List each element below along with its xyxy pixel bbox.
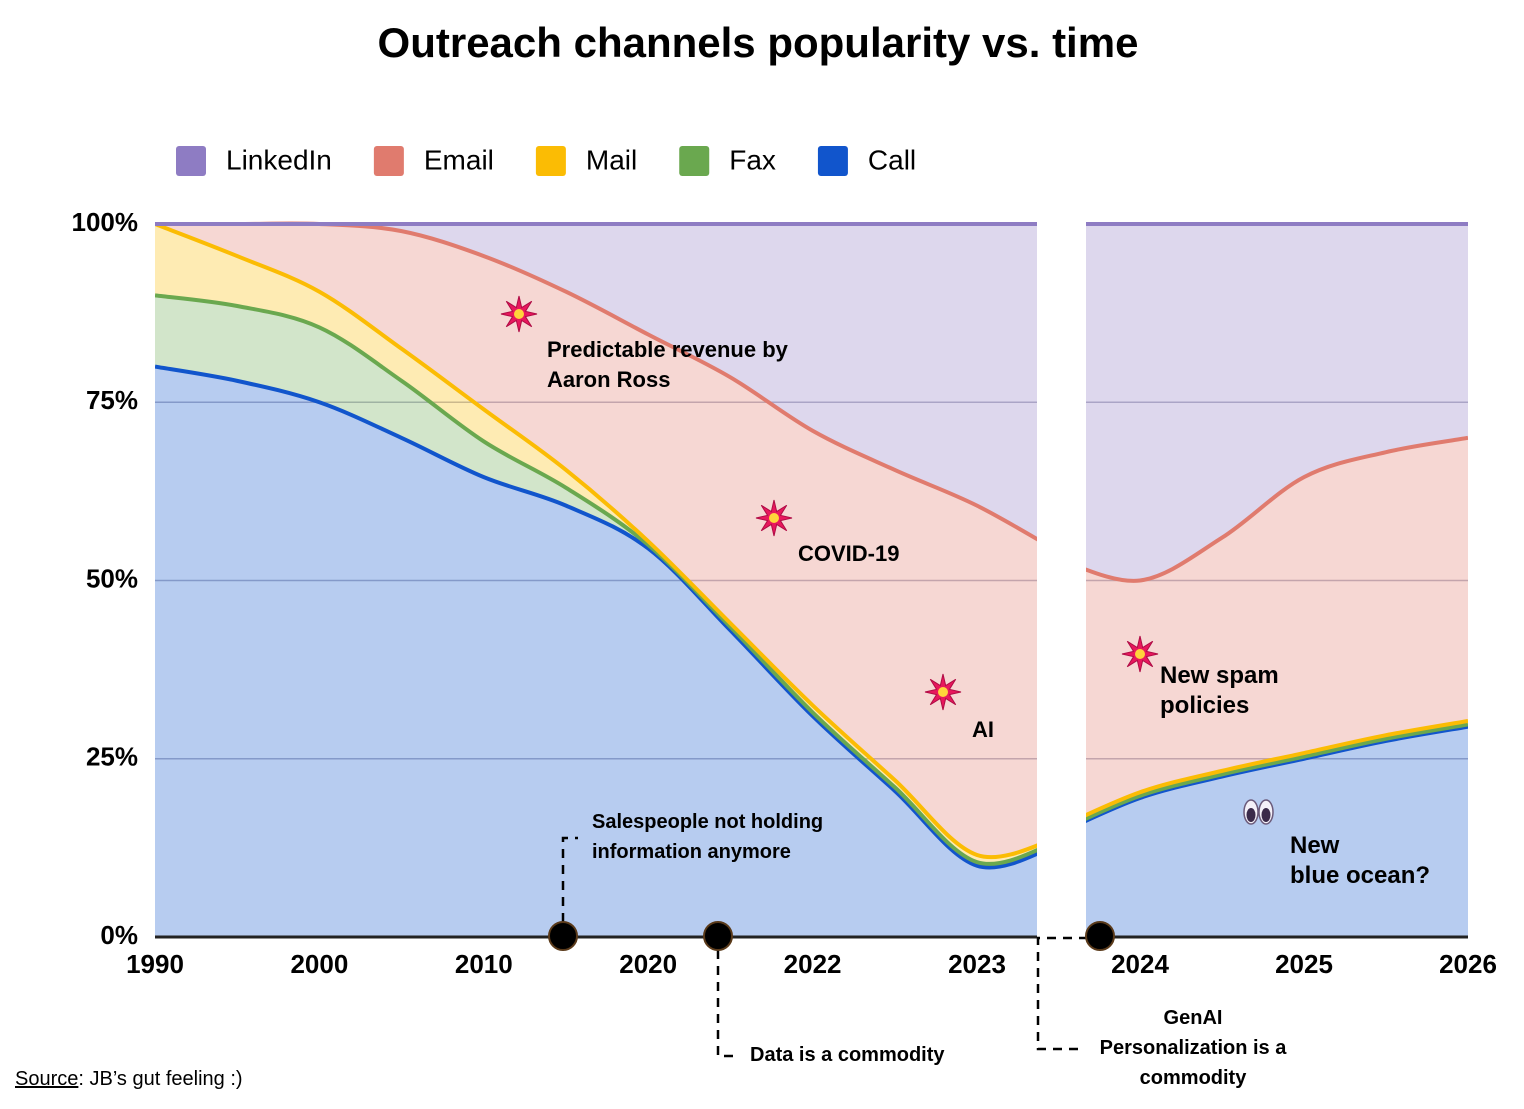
annotation-line: Salespeople not holding [592, 811, 823, 833]
legend-label: Fax [729, 144, 776, 175]
area [155, 295, 1037, 868]
y-tick-label: 75% [86, 385, 138, 415]
annotation: Data is a commodity [750, 1044, 945, 1066]
legend-label: Mail [586, 144, 637, 175]
event-dot [703, 921, 733, 951]
annotation-line: Personalization is a [1100, 1037, 1288, 1059]
legend-swatch [535, 146, 566, 176]
legend-swatch [679, 146, 710, 176]
chart-title: Outreach channels popularity vs. time [378, 19, 1139, 66]
annotation: Salespeople not holding information anymo… [592, 811, 823, 863]
series-line [1086, 435, 1468, 583]
annotation: AI [972, 717, 994, 742]
annotation-layer: Predictable revenue by Aaron Ross COVID-19… [500, 295, 1430, 1089]
burst-core [514, 309, 524, 319]
annotation-line: policies [1160, 692, 1249, 719]
area [155, 223, 1037, 858]
legend-label: Call [868, 144, 916, 175]
source-label: Source [15, 1068, 78, 1090]
annotation-line: AI [972, 717, 994, 742]
annotation-line: New spam [1160, 662, 1279, 689]
legend-swatch [373, 146, 404, 176]
area [1086, 223, 1468, 581]
series-line [155, 293, 1037, 866]
area [1086, 437, 1468, 816]
annotation-line: information anymore [592, 841, 791, 863]
burst-core [1135, 649, 1145, 659]
annotation-line: COVID-19 [798, 541, 899, 566]
x-tick-label: 2023 [948, 949, 1006, 979]
connector [716, 950, 740, 1058]
annotation-line: Predictable revenue by [547, 337, 789, 362]
x-tick-label: 1990 [126, 949, 184, 979]
annotation-line: New [1290, 832, 1340, 859]
series-line [1086, 718, 1468, 818]
legend-swatch [176, 146, 206, 176]
annotation: Predictable revenue by Aaron Ross [547, 337, 789, 392]
x-tick-label: 2000 [290, 949, 348, 979]
source-note: Source: JB’s gut feeling :) [15, 1068, 243, 1090]
x-tick-label: 2026 [1439, 949, 1497, 979]
x-tick-label: 2024 [1111, 949, 1169, 979]
y-tick-label: 100% [72, 207, 139, 237]
panel [1086, 221, 1468, 938]
y-tick-label: 25% [86, 742, 138, 772]
series-line [155, 364, 1037, 870]
area [1086, 726, 1468, 938]
legend-swatch [817, 146, 848, 176]
legend-label: LinkedIn [226, 144, 332, 175]
event-dot [548, 921, 578, 951]
event-dot [1085, 921, 1115, 951]
annotation-line: Aaron Ross [547, 367, 670, 392]
annotation: New blue ocean? [1290, 832, 1430, 889]
eye-pupil [1246, 808, 1256, 822]
x-tick-label: 2022 [784, 949, 842, 979]
annotation: New spam policies [1160, 662, 1279, 719]
area [155, 366, 1037, 938]
annotation-line: commodity [1140, 1067, 1248, 1089]
y-tick-label: 0% [100, 920, 138, 950]
plot-area [155, 221, 1468, 939]
series-line [1086, 722, 1468, 821]
panel [155, 221, 1037, 938]
connector [561, 836, 578, 922]
area [155, 224, 1037, 864]
annotation-line: blue ocean? [1290, 862, 1430, 889]
x-tick-label: 2025 [1275, 949, 1333, 979]
x-tick-label: 2010 [455, 949, 513, 979]
area [155, 223, 1037, 540]
burst-core [769, 513, 779, 523]
eye-pupil [1261, 808, 1271, 822]
x-tick-label: 2020 [619, 949, 677, 979]
legend-label: Email [424, 144, 494, 175]
series-line [155, 222, 1037, 860]
annotation-line: Data is a commodity [750, 1044, 945, 1066]
burst-core [938, 687, 948, 697]
annotation-line: GenAI [1164, 1007, 1223, 1029]
annotation: COVID-19 [798, 541, 899, 566]
annotation: GenAI Personalization is a commodity [1100, 1007, 1288, 1089]
connector [1036, 936, 1088, 1051]
source-text: : JB’s gut feeling :) [78, 1068, 242, 1090]
y-tick-label: 50% [86, 563, 138, 593]
